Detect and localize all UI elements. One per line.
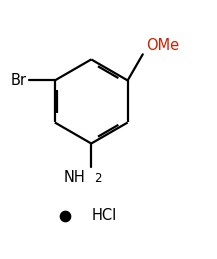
Point bbox=[64, 214, 67, 218]
Text: NH: NH bbox=[64, 170, 86, 185]
Text: OMe: OMe bbox=[146, 38, 179, 53]
Text: 2: 2 bbox=[94, 172, 102, 185]
Text: HCl: HCl bbox=[91, 208, 117, 223]
Text: Br: Br bbox=[11, 73, 27, 88]
